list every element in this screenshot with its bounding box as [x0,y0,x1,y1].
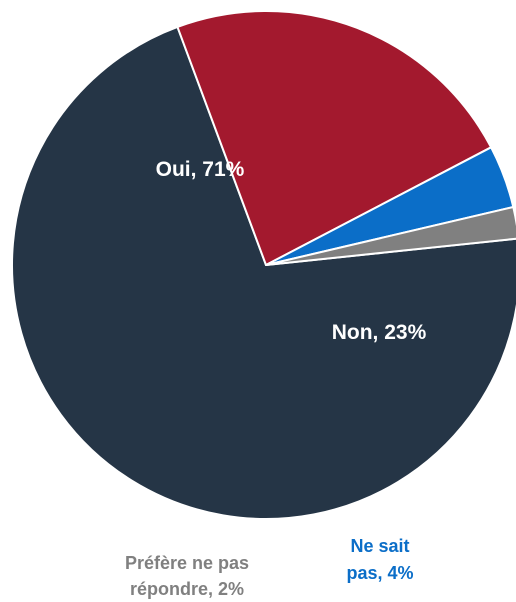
pie-slice-non [176,10,493,266]
pie-slices [11,10,516,520]
slice-label-ne-sait-pas-line2: pas, 4% [346,563,413,583]
slice-label-non: Non, 23% [332,321,427,344]
slice-label-ne-sait-pas-line1: Ne sait [350,536,409,556]
slice-label-prefere-ne-pas-line1: Préfère ne pas [125,553,249,573]
pie-slice-pr-f-re-ne-pas-r-pondre [265,206,516,266]
slice-labels: Oui, 71% Non, 23% Ne sait pas, 4% Préfèr… [125,158,427,599]
slice-label-prefere-ne-pas-line2: répondre, 2% [130,579,244,599]
pie-slice-oui [11,25,516,520]
slice-label-oui: Oui, 71% [156,158,245,181]
